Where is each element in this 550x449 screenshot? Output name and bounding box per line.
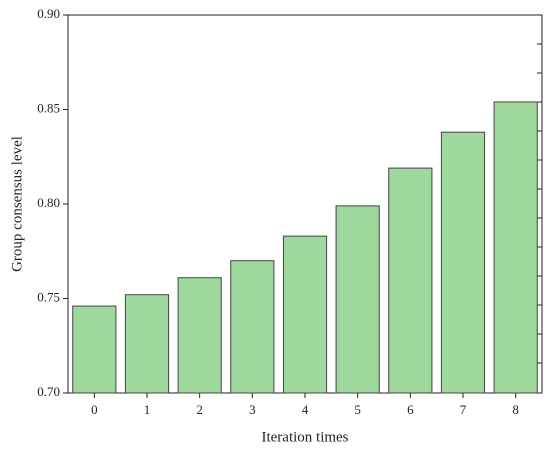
- x-tick-label: 1: [144, 402, 151, 417]
- x-tick-label: 8: [512, 402, 519, 417]
- x-tick-label: 6: [407, 402, 414, 417]
- y-tick-label: 0.80: [37, 195, 60, 210]
- bar: [282, 235, 328, 394]
- y-tick-label: 0.75: [37, 289, 60, 304]
- x-tick-label: 0: [91, 402, 98, 417]
- bar: [335, 205, 380, 394]
- bar: [440, 131, 486, 394]
- y-tick-label: 0.70: [37, 384, 60, 399]
- bar: [230, 260, 275, 394]
- bar: [124, 294, 170, 394]
- bar: [177, 277, 222, 394]
- y-axis-title: Group consensus level: [9, 136, 25, 272]
- y-tick-label: 0.85: [37, 100, 60, 115]
- x-tick-label: 7: [460, 402, 467, 417]
- bar: [388, 167, 433, 394]
- x-tick-label: 3: [249, 402, 256, 417]
- x-tick-label: 2: [196, 402, 203, 417]
- y-tick-label: 0.90: [37, 6, 60, 21]
- bar: [72, 305, 117, 394]
- x-tick-label: 4: [302, 402, 309, 417]
- x-tick-label: 5: [354, 402, 361, 417]
- x-axis-title: Iteration times: [261, 429, 348, 445]
- right-axis-ticks: [537, 43, 542, 364]
- bar: [493, 101, 538, 394]
